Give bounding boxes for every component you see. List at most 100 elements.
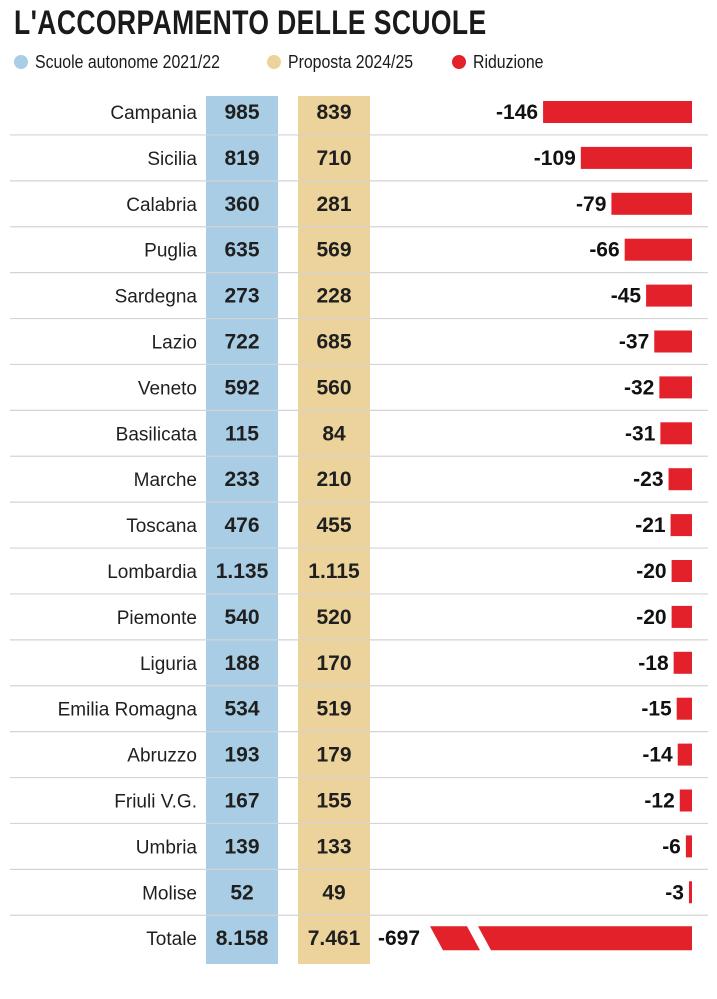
value-2024: 519 bbox=[316, 698, 351, 721]
reduction-label: -23 bbox=[633, 468, 663, 491]
regions-table-chart: Campania 985 839 -146 Sicilia 819 710 -109 Calab… bbox=[10, 96, 708, 964]
legend-label-reduction: Riduzione bbox=[473, 51, 544, 72]
region-label: Toscana bbox=[126, 516, 197, 537]
value-2021: 985 bbox=[224, 101, 259, 124]
region-label: Sardegna bbox=[115, 287, 198, 308]
value-2021: 635 bbox=[224, 239, 259, 262]
value-2021: 167 bbox=[224, 790, 259, 813]
legend-item-reduction: Riduzione bbox=[452, 52, 553, 73]
value-2024: 1.115 bbox=[308, 560, 360, 583]
reduction-bar bbox=[671, 560, 692, 582]
reduction-label: -20 bbox=[636, 560, 666, 583]
total-value-2021: 8.158 bbox=[216, 927, 269, 950]
region-label: Basilicata bbox=[116, 424, 198, 445]
region-label: Piemonte bbox=[117, 608, 197, 629]
value-2021: 139 bbox=[224, 835, 259, 858]
value-2021: 592 bbox=[224, 376, 259, 399]
page-title: L'ACCORPAMENTO DELLE SCUOLE bbox=[14, 4, 487, 42]
value-2021: 115 bbox=[225, 422, 259, 445]
reduction-bar bbox=[659, 376, 692, 399]
reduction-bar bbox=[671, 605, 692, 628]
value-2021: 1.135 bbox=[216, 560, 269, 583]
reduction-bar bbox=[668, 468, 692, 491]
reduction-label: -31 bbox=[625, 422, 656, 445]
reduction-label: -37 bbox=[619, 331, 649, 354]
value-2021: 273 bbox=[224, 285, 259, 308]
region-label: Campania bbox=[110, 103, 197, 124]
column-2024-band bbox=[298, 96, 370, 964]
value-2024: 179 bbox=[316, 744, 351, 767]
total-value-2024: 7.461 bbox=[308, 927, 361, 950]
reduction-bar bbox=[688, 881, 692, 904]
region-label: Liguria bbox=[140, 654, 197, 675]
value-2024: 228 bbox=[316, 285, 351, 308]
value-2024: 455 bbox=[316, 514, 351, 537]
reduction-label: -15 bbox=[641, 698, 672, 721]
reduction-bar bbox=[543, 101, 692, 123]
reduction-label: -20 bbox=[636, 606, 666, 629]
reduction-label: -109 bbox=[534, 147, 576, 170]
value-2024: 84 bbox=[322, 422, 346, 445]
value-2024: 520 bbox=[316, 606, 351, 629]
reduction-bar bbox=[580, 146, 692, 169]
value-2024: 710 bbox=[316, 147, 351, 170]
value-2021: 540 bbox=[224, 606, 259, 629]
reduction-bar bbox=[646, 284, 692, 307]
reduction-bar bbox=[654, 330, 692, 353]
value-2021: 193 bbox=[224, 744, 259, 767]
region-label: Sicilia bbox=[147, 149, 197, 170]
value-2021: 476 bbox=[224, 514, 259, 537]
region-label: Umbria bbox=[136, 837, 198, 858]
value-2024: 569 bbox=[316, 239, 351, 262]
region-label: Lazio bbox=[152, 333, 197, 354]
region-label: Emilia Romagna bbox=[58, 700, 198, 721]
region-label: Puglia bbox=[144, 241, 197, 262]
legend-dot-reduction-icon bbox=[452, 55, 467, 69]
value-2024: 155 bbox=[316, 790, 351, 813]
total-reduction-label: -697 bbox=[378, 927, 420, 950]
value-2021: 360 bbox=[224, 193, 259, 216]
region-label: Marche bbox=[134, 470, 197, 491]
reduction-label: -45 bbox=[611, 285, 642, 308]
total-reduction-bar-segment-left bbox=[430, 926, 480, 951]
reduction-label: -79 bbox=[576, 193, 606, 216]
region-label: Veneto bbox=[138, 378, 197, 399]
region-label: Lombardia bbox=[107, 562, 197, 583]
reduction-bar bbox=[624, 238, 692, 261]
value-2021: 233 bbox=[224, 468, 259, 491]
reduction-bar bbox=[685, 835, 692, 858]
value-2021: 722 bbox=[224, 331, 259, 354]
legend-dot-2021-icon bbox=[14, 55, 28, 69]
reduction-bar bbox=[673, 651, 692, 674]
legend: Scuole autonome 2021/22 Proposta 2024/25… bbox=[14, 48, 575, 76]
region-label: Friuli V.G. bbox=[114, 792, 197, 813]
reduction-bar bbox=[679, 789, 692, 812]
reduction-label: -12 bbox=[644, 790, 674, 813]
value-2024: 281 bbox=[316, 193, 351, 216]
reduction-label: -146 bbox=[496, 101, 538, 124]
reduction-label: -18 bbox=[638, 652, 669, 675]
total-label: Totale bbox=[146, 929, 197, 950]
value-2024: 170 bbox=[316, 652, 351, 675]
value-2024: 839 bbox=[316, 101, 351, 124]
reduction-bar bbox=[660, 422, 692, 445]
legend-label-2021: Scuole autonome 2021/22 bbox=[35, 51, 220, 72]
value-2021: 819 bbox=[224, 147, 259, 170]
value-2024: 49 bbox=[322, 881, 345, 904]
value-2021: 188 bbox=[224, 652, 259, 675]
reduction-bar bbox=[677, 743, 692, 766]
legend-item-2024: Proposta 2024/25 bbox=[267, 52, 430, 73]
reduction-label: -6 bbox=[662, 835, 681, 858]
reduction-label: -3 bbox=[665, 881, 684, 904]
reduction-bar bbox=[670, 514, 692, 537]
reduction-label: -32 bbox=[624, 376, 654, 399]
value-2024: 133 bbox=[316, 835, 351, 858]
value-2024: 685 bbox=[316, 331, 351, 354]
legend-item-2021: Scuole autonome 2021/22 bbox=[14, 52, 245, 73]
value-2021: 534 bbox=[224, 698, 259, 721]
value-2021: 52 bbox=[230, 881, 253, 904]
reduction-bar bbox=[676, 697, 692, 720]
reduction-label: -21 bbox=[635, 514, 666, 537]
value-2024: 560 bbox=[316, 376, 351, 399]
